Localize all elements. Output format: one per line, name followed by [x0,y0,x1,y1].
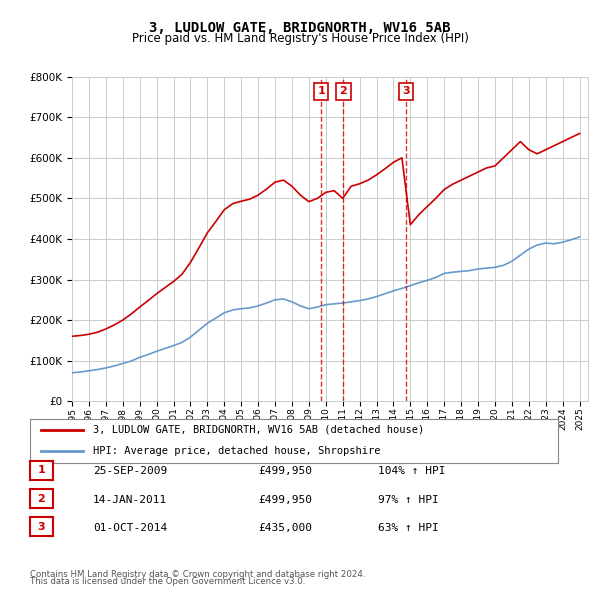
Text: 01-OCT-2014: 01-OCT-2014 [93,523,167,533]
Text: £499,950: £499,950 [258,495,312,504]
Text: 14-JAN-2011: 14-JAN-2011 [93,495,167,504]
Text: 2: 2 [340,86,347,96]
Text: 3: 3 [38,522,45,532]
Text: HPI: Average price, detached house, Shropshire: HPI: Average price, detached house, Shro… [94,446,381,455]
Text: 104% ↑ HPI: 104% ↑ HPI [378,467,445,476]
Text: £499,950: £499,950 [258,467,312,476]
Text: 2: 2 [38,494,45,503]
Text: 25-SEP-2009: 25-SEP-2009 [93,467,167,476]
Text: Price paid vs. HM Land Registry's House Price Index (HPI): Price paid vs. HM Land Registry's House … [131,32,469,45]
Text: This data is licensed under the Open Government Licence v3.0.: This data is licensed under the Open Gov… [30,577,305,586]
Text: 97% ↑ HPI: 97% ↑ HPI [378,495,439,504]
Text: 3, LUDLOW GATE, BRIDGNORTH, WV16 5AB: 3, LUDLOW GATE, BRIDGNORTH, WV16 5AB [149,21,451,35]
Text: £435,000: £435,000 [258,523,312,533]
Text: 3: 3 [403,86,410,96]
Text: 1: 1 [38,466,45,475]
Text: Contains HM Land Registry data © Crown copyright and database right 2024.: Contains HM Land Registry data © Crown c… [30,571,365,579]
Text: 1: 1 [317,86,325,96]
Text: 63% ↑ HPI: 63% ↑ HPI [378,523,439,533]
Text: 3, LUDLOW GATE, BRIDGNORTH, WV16 5AB (detached house): 3, LUDLOW GATE, BRIDGNORTH, WV16 5AB (de… [94,425,425,435]
